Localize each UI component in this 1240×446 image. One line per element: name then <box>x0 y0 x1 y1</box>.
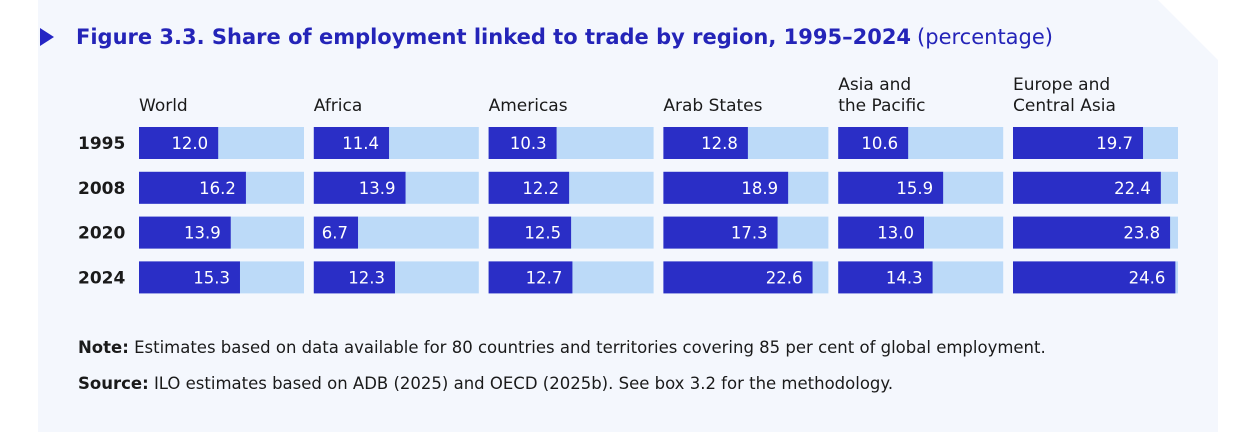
value-label-world-1995: 12.0 <box>171 134 208 153</box>
bar-asia-and-the-pacific-1995 <box>838 127 909 159</box>
value-label-africa-2020: 6.7 <box>322 224 348 243</box>
bar-arab-states-1995 <box>663 127 748 159</box>
source-label: Source: <box>78 374 149 393</box>
region-label-asia-and-the-pacific: Asia and <box>838 75 911 95</box>
value-label-asia-and-the-pacific-2020: 13.0 <box>877 224 914 243</box>
value-label-asia-and-the-pacific-1995: 10.6 <box>861 134 898 153</box>
year-label-2008: 2008 <box>78 179 125 199</box>
year-label-2024: 2024 <box>78 268 125 288</box>
value-label-world-2020: 13.9 <box>184 224 221 243</box>
value-label-world-2008: 16.2 <box>199 179 236 198</box>
note-label: Note: <box>78 338 129 357</box>
bar-arab-states-2008 <box>663 171 789 204</box>
bar-americas-2020 <box>488 216 572 249</box>
figure-panel <box>38 0 1218 432</box>
value-label-arab-states-2024: 22.6 <box>766 268 803 287</box>
figure-title-text: Figure 3.3. Share of employment linked t… <box>76 25 912 49</box>
figure-title: Figure 3.3. Share of employment linked t… <box>40 22 1053 52</box>
bar-europe-and-central-asia-2024 <box>1013 261 1176 294</box>
value-label-asia-and-the-pacific-2024: 14.3 <box>886 268 923 287</box>
value-label-arab-states-2020: 17.3 <box>731 224 768 243</box>
note-text: Estimates based on data available for 80… <box>134 338 1046 357</box>
region-label-asia-and-the-pacific: the Pacific <box>838 96 925 116</box>
bar-world-2024 <box>139 261 240 294</box>
bar-europe-and-central-asia-2008 <box>1013 171 1161 204</box>
bar-asia-and-the-pacific-2008 <box>838 171 944 204</box>
region-label-world: World <box>139 96 188 116</box>
region-label-americas: Americas <box>489 96 568 116</box>
source-line: Source: ILO estimates based on ADB (2025… <box>78 366 1046 402</box>
value-label-americas-2008: 12.2 <box>522 179 559 198</box>
bar-africa-2008 <box>313 171 406 204</box>
value-label-americas-1995: 10.3 <box>510 134 547 153</box>
value-label-europe-and-central-asia-2024: 24.6 <box>1129 268 1166 287</box>
region-label-europe-and-central-asia: Europe and <box>1013 75 1110 95</box>
source-text: ILO estimates based on ADB (2025) and OE… <box>153 374 894 393</box>
year-label-1995: 1995 <box>78 134 125 154</box>
bar-arab-states-2020 <box>663 216 778 249</box>
folded-corner <box>1158 0 1218 60</box>
region-label-arab-states: Arab States <box>663 96 762 116</box>
value-label-africa-2024: 12.3 <box>348 268 385 287</box>
value-label-europe-and-central-asia-2020: 23.8 <box>1123 224 1160 243</box>
footnotes: Note: Estimates based on data available … <box>78 330 1046 402</box>
value-label-europe-and-central-asia-1995: 19.7 <box>1096 134 1133 153</box>
bar-asia-and-the-pacific-2024 <box>838 261 933 294</box>
bar-chart: 1995 2008 2020 2024 World 12.0 16.2 13.9 15.3 Afr… <box>78 75 1178 294</box>
bar-arab-states-2024 <box>663 261 813 294</box>
play-arrow-icon <box>40 28 54 46</box>
value-label-world-2024: 15.3 <box>193 268 230 287</box>
bar-europe-and-central-asia-1995 <box>1013 127 1144 159</box>
value-label-americas-2020: 12.5 <box>524 224 561 243</box>
bar-europe-and-central-asia-2020 <box>1013 216 1171 249</box>
bar-africa-2020 <box>313 216 359 249</box>
bar-americas-2024 <box>488 261 573 294</box>
value-label-arab-states-2008: 18.9 <box>741 179 778 198</box>
bar-americas-1995 <box>488 127 557 159</box>
value-label-americas-2024: 12.7 <box>526 268 563 287</box>
value-label-asia-and-the-pacific-2008: 15.9 <box>896 179 933 198</box>
bar-americas-2008 <box>488 171 570 204</box>
bar-world-2008 <box>139 171 246 204</box>
value-label-africa-2008: 13.9 <box>359 179 396 198</box>
bar-world-2020 <box>139 216 231 249</box>
year-label-2020: 2020 <box>78 224 125 244</box>
region-label-europe-and-central-asia: Central Asia <box>1013 96 1116 116</box>
bar-world-1995 <box>139 127 219 159</box>
note-line: Note: Estimates based on data available … <box>78 330 1046 366</box>
bar-africa-1995 <box>313 127 390 159</box>
value-label-arab-states-1995: 12.8 <box>701 134 738 153</box>
bar-africa-2024 <box>313 261 395 294</box>
figure-unit: (percentage) <box>917 25 1053 49</box>
value-label-europe-and-central-asia-2008: 22.4 <box>1114 179 1151 198</box>
region-label-africa: Africa <box>314 96 363 116</box>
bar-asia-and-the-pacific-2020 <box>838 216 924 249</box>
value-label-africa-1995: 11.4 <box>342 134 379 153</box>
